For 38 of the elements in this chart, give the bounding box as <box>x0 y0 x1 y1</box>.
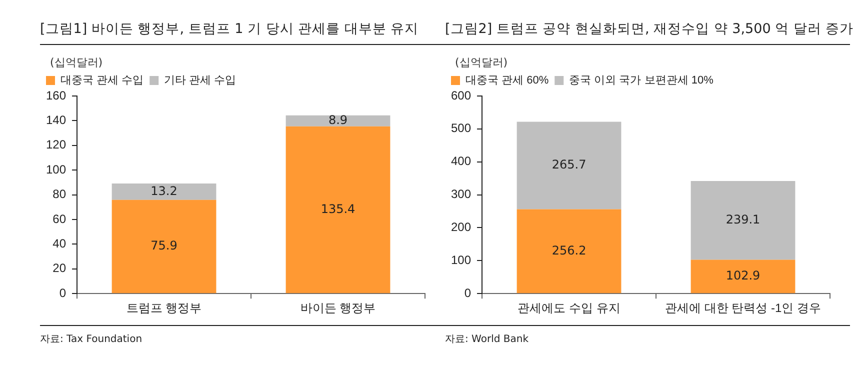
y-tick-label: 20 <box>52 261 66 276</box>
y-tick-label: 100 <box>450 252 472 267</box>
y-axis-title: (십억달러) <box>455 55 509 69</box>
legend-label: 대중국 관세 60% <box>466 74 549 87</box>
y-tick-label: 120 <box>46 138 66 152</box>
data-label: 13.2 <box>150 184 178 198</box>
y-tick-label: 200 <box>450 220 472 234</box>
chart-title: [그림1] 바이든 행정부, 트럼프 1 기 당시 관세를 대부분 유지 <box>40 20 445 45</box>
legend-label: 기타 관세 수입 <box>164 74 236 87</box>
y-tick-label: 600 <box>450 88 472 102</box>
data-label: 135.4 <box>320 202 356 216</box>
data-label: 8.9 <box>328 113 348 128</box>
data-label: 102.9 <box>726 268 760 283</box>
text: 자료: World Bank <box>445 325 850 346</box>
x-tick-label: 관세에 대한 탄력성 -1인 경우 <box>665 301 822 316</box>
y-tick-label: 0 <box>59 286 66 300</box>
y-tick-label: 160 <box>46 88 66 102</box>
y-tick-label: 500 <box>450 121 472 136</box>
legend-label: 대중국 관세 수입 <box>60 74 144 87</box>
y-tick-label: 40 <box>52 236 66 251</box>
data-label: 75.9 <box>150 238 178 253</box>
y-tick-label: 300 <box>450 187 472 202</box>
y-tick-label: 0 <box>464 286 472 300</box>
y-tick-label: 60 <box>52 212 66 226</box>
data-label: 239.1 <box>726 212 760 226</box>
legend-label: 중국 이외 국가 보편관세 10% <box>569 74 714 87</box>
data-label: 265.7 <box>552 158 586 172</box>
y-tick-label: 100 <box>46 162 66 176</box>
x-tick-label: 바이든 행정부 <box>300 301 376 316</box>
data-label: 256.2 <box>552 243 586 258</box>
x-tick-label: 관세에도 수입 유지 <box>518 301 620 316</box>
y-tick-label: 140 <box>46 113 66 128</box>
y-tick-label: 400 <box>450 154 472 168</box>
y-tick-label: 80 <box>52 187 66 202</box>
x-tick-label: 트럼프 행정부 <box>126 301 202 316</box>
chart-title: [그림2] 트럼프 공약 현실화되면, 재정수입 약 3,500 억 달러 증가 <box>445 20 854 39</box>
text: 자료: Tax Foundation <box>40 325 445 346</box>
y-axis-title: (십억달러) <box>50 55 104 69</box>
